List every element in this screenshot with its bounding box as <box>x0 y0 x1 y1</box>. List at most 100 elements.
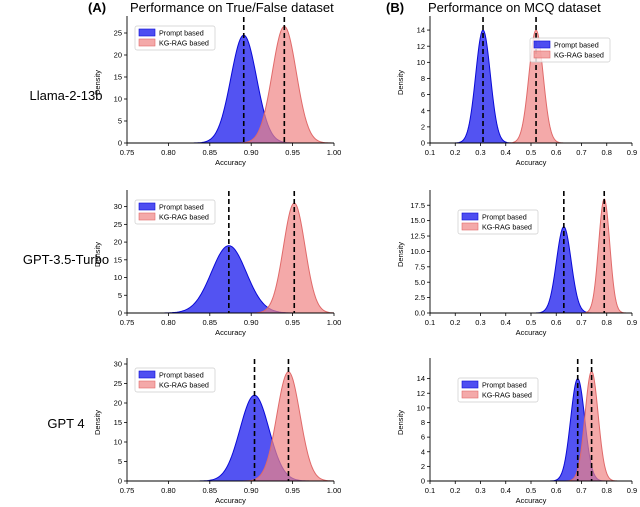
x-axis-label: Accuracy <box>516 496 547 505</box>
y-tick-label: 4 <box>421 447 425 456</box>
prompt-legend-label: Prompt based <box>482 212 527 221</box>
x-axis-label: Accuracy <box>215 158 246 167</box>
prompt-legend-swatch <box>138 202 156 211</box>
row-label-gpt35: GPT-3.5-Turbo <box>23 252 109 267</box>
x-axis-label: Accuracy <box>516 328 547 337</box>
prompt-density-area <box>193 395 316 481</box>
x-tick-label: 1.00 <box>327 318 342 327</box>
kg-density-area <box>249 203 334 313</box>
y-tick-label: 15 <box>114 255 122 264</box>
y-tick-label: 10.0 <box>410 247 425 256</box>
prompt-legend-swatch <box>461 212 479 221</box>
prompt-legend-swatch <box>533 40 551 49</box>
x-axis-label: Accuracy <box>215 328 246 337</box>
x-tick-label: 0.80 <box>161 318 176 327</box>
prompt-legend-label: Prompt based <box>482 380 527 389</box>
y-tick-label: 12 <box>417 389 425 398</box>
kg-density-area <box>239 371 334 481</box>
kg-legend-label: KG-RAG based <box>159 212 209 221</box>
x-tick-label: 0.80 <box>161 486 176 495</box>
y-axis-label: Density <box>93 410 102 435</box>
panel-b-title: Performance on MCQ dataset <box>428 0 601 15</box>
chart-mcq-gpt4: 0.1 0.2 0.3 0.4 0.5 0.6 0.7 0.8 0.9 0 2 4 6 8 10 12 14 Ac… <box>396 358 637 505</box>
y-tick-label: 25 <box>114 379 122 388</box>
chart-panels: 0.75 0.80 0.85 0.90 0.95 1.000510152025Accura… <box>93 16 637 505</box>
kg-density-line <box>506 29 566 144</box>
x-tick-label: 1.00 <box>327 486 342 495</box>
figure-header: (A) Performance on True/False dataset (B… <box>88 0 601 15</box>
y-tick-label: 5 <box>118 291 122 300</box>
x-tick-label: 0.5 <box>526 318 536 327</box>
x-tick-label: 1.00 <box>327 148 342 157</box>
y-tick-label: 7.5 <box>415 262 425 271</box>
x-tick-label: 0.4 <box>501 318 511 327</box>
panel-a-title: Performance on True/False dataset <box>130 0 334 15</box>
x-tick-label: 0.85 <box>202 318 217 327</box>
y-tick-label: 10 <box>114 273 122 282</box>
row-label-gpt4: GPT 4 <box>47 416 84 431</box>
y-tick-label: 15.0 <box>410 216 425 225</box>
x-tick-label: 0.75 <box>120 318 135 327</box>
x-tick-label: 0.9 <box>627 486 637 495</box>
x-tick-label: 0.95 <box>285 486 300 495</box>
kg-density-line <box>239 371 335 482</box>
y-tick-label: 10 <box>114 95 122 104</box>
y-tick-label: 12 <box>417 42 425 51</box>
x-axis-label: Accuracy <box>215 496 246 505</box>
x-tick-label: 0.1 <box>425 148 435 157</box>
x-tick-label: 0.85 <box>202 148 217 157</box>
y-tick-label: 0.0 <box>415 309 425 318</box>
kg-legend-swatch <box>461 222 479 231</box>
x-tick-label: 0.6 <box>551 486 561 495</box>
y-tick-label: 0 <box>118 309 122 318</box>
x-tick-label: 0.6 <box>551 148 561 157</box>
panel-b-letter: (B) <box>386 0 404 15</box>
y-tick-label: 14 <box>417 374 425 383</box>
kg-legend-label: KG-RAG based <box>482 390 532 399</box>
x-tick-label: 0.80 <box>161 148 176 157</box>
x-tick-label: 0.8 <box>602 486 612 495</box>
x-axis-label: Accuracy <box>516 158 547 167</box>
y-tick-label: 15 <box>114 73 122 82</box>
y-tick-label: 25 <box>114 220 122 229</box>
y-tick-label: 6 <box>421 90 425 99</box>
x-tick-label: 0.75 <box>120 486 135 495</box>
x-tick-label: 0.3 <box>475 318 485 327</box>
x-tick-label: 0.7 <box>576 486 586 495</box>
x-tick-label: 0.4 <box>501 486 511 495</box>
x-tick-label: 0.9 <box>627 148 637 157</box>
x-tick-label: 0.5 <box>526 486 536 495</box>
panel-a-letter: (A) <box>88 0 106 15</box>
prompt-density-line <box>452 29 514 144</box>
prompt-legend-label: Prompt based <box>159 370 204 379</box>
x-tick-label: 0.85 <box>202 486 217 495</box>
x-tick-label: 0.90 <box>244 318 259 327</box>
x-tick-label: 0.3 <box>475 148 485 157</box>
y-tick-label: 2 <box>421 122 425 131</box>
row-label-llama: Llama-2-13b <box>30 88 103 103</box>
prompt-legend-swatch <box>138 370 156 379</box>
y-tick-label: 0 <box>421 477 425 486</box>
prompt-legend-swatch <box>138 28 156 37</box>
y-tick-label: 12.5 <box>410 232 425 241</box>
y-tick-label: 17.5 <box>410 201 425 210</box>
kg-legend-swatch <box>533 50 551 59</box>
x-tick-label: 0.1 <box>425 486 435 495</box>
prompt-legend-label: Prompt based <box>159 28 204 37</box>
x-tick-label: 0.2 <box>450 486 460 495</box>
x-tick-label: 0.5 <box>526 148 536 157</box>
x-tick-label: 0.3 <box>475 486 485 495</box>
kg-legend-label: KG-RAG based <box>554 50 604 59</box>
chart-tf-llama: 0.75 0.80 0.85 0.90 0.95 1.00 0 5 10 15 20 25 Accura… <box>93 16 341 167</box>
kg-legend-swatch <box>461 390 479 399</box>
x-tick-label: 0.9 <box>627 318 637 327</box>
y-tick-label: 0 <box>421 139 425 148</box>
chart-tf-gpt35: 0.75 0.80 0.85 0.90 0.95 1.00 0 5 10 15 20 25 30 Accu… <box>93 190 341 337</box>
y-tick-label: 20 <box>114 399 122 408</box>
chart-mcq-llama: 0.1 0.2 0.3 0.4 0.5 0.6 0.7 0.8 0.9 0 2 4 6 8 10 12 14 Ac… <box>396 16 637 167</box>
y-tick-label: 2 <box>421 462 425 471</box>
